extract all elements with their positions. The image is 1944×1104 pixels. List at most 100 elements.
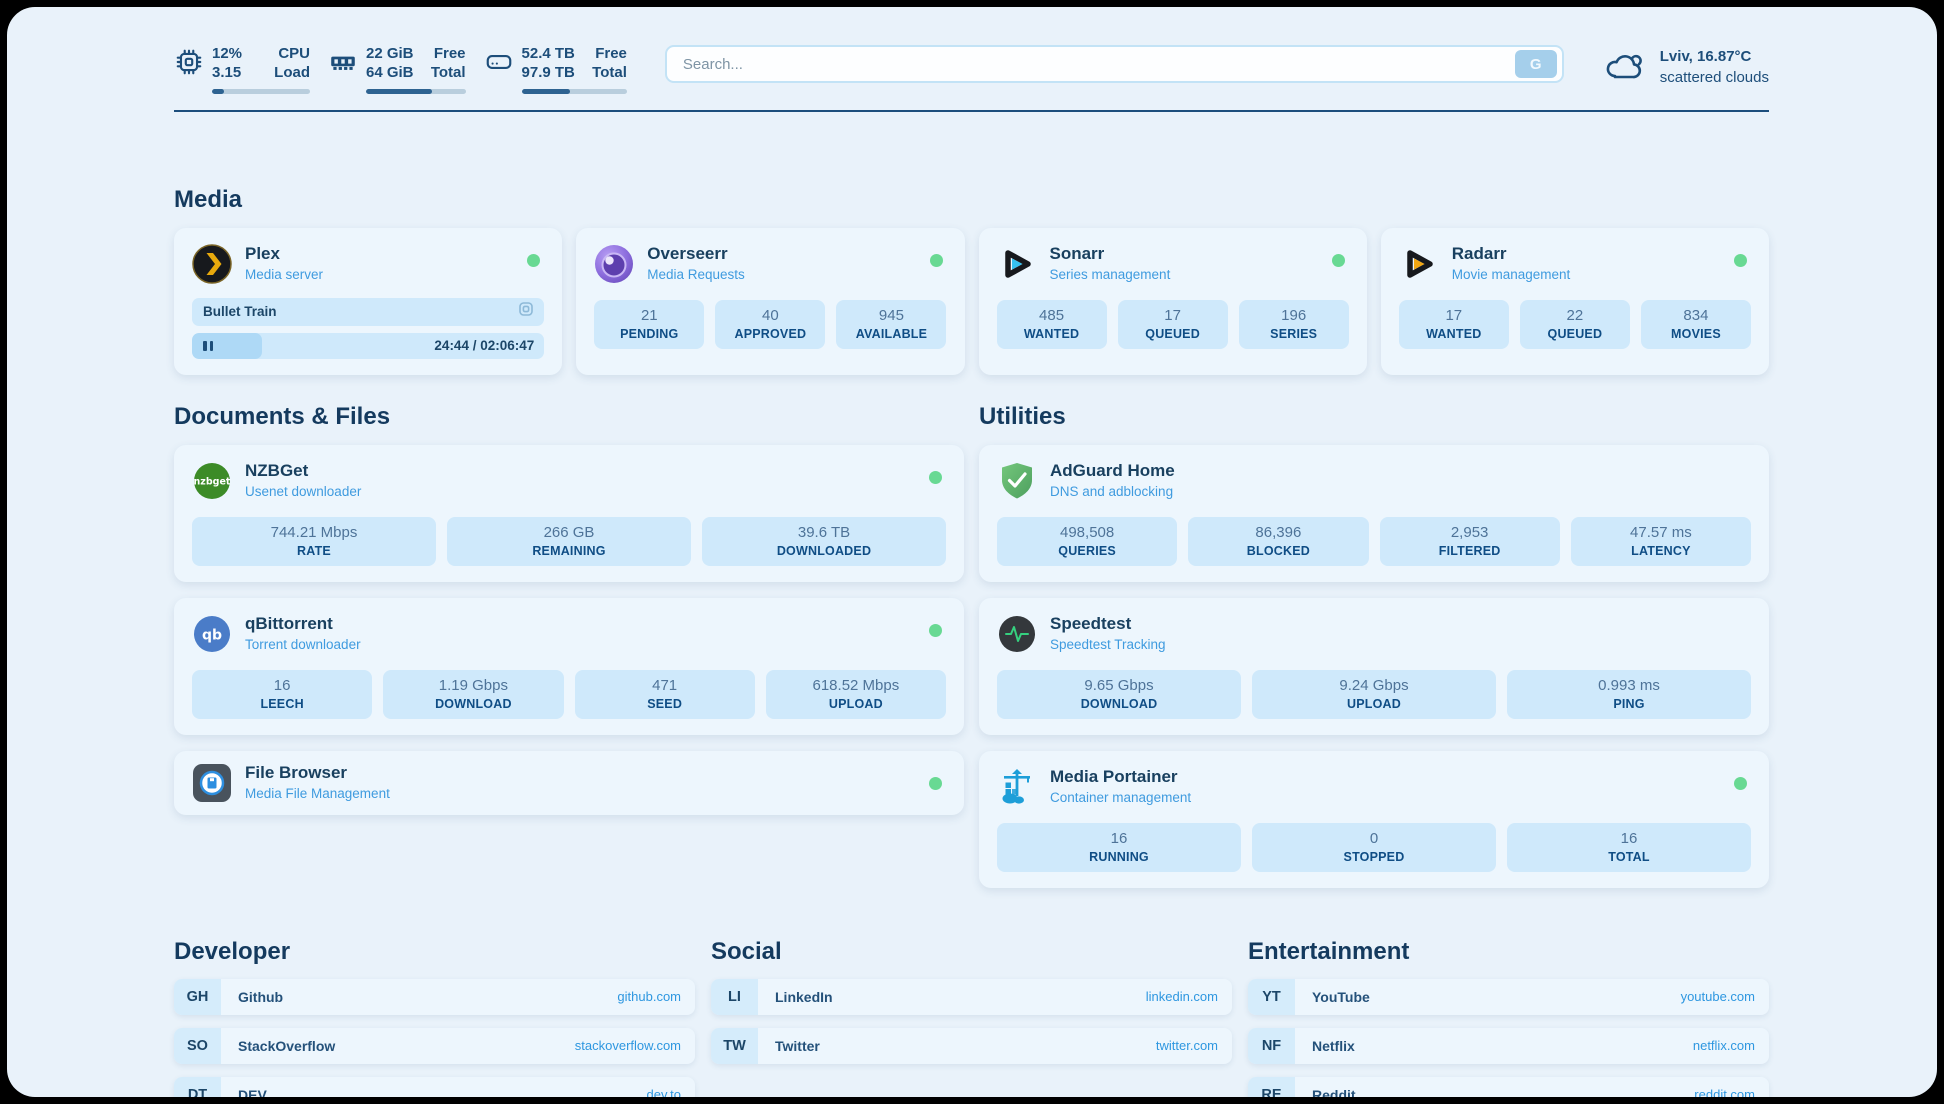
stat-label: APPROVED	[734, 326, 807, 341]
disk-free-label: Free	[595, 45, 627, 62]
link-url: youtube.com	[1680, 989, 1755, 1004]
app-card-adguard[interactable]: AdGuard Home DNS and adblocking 498,508 …	[979, 444, 1769, 582]
weather-location-temp: Lviv, 16.87°C	[1659, 48, 1752, 66]
stat-queued: 17 QUEUED	[1117, 299, 1228, 349]
ram-free-label: Free	[433, 45, 466, 62]
dashboard-panel: 12% 3.15 CPU Load	[7, 7, 1937, 1097]
cpu-icon	[174, 45, 204, 79]
ram-free-value: 22 GiB	[366, 45, 414, 62]
disk-icon	[484, 45, 514, 79]
stat-label: LEECH	[260, 696, 304, 711]
section-title-utilities: Utilities	[979, 402, 1066, 430]
stat-label: QUEUED	[1145, 326, 1200, 341]
stat-approved: 40 APPROVED	[715, 299, 826, 349]
documents-column: nzbget NZBGet Usenet downloader 744.21 M…	[174, 444, 964, 888]
link-url: reddit.com	[1694, 1087, 1755, 1097]
stat-label: BLOCKED	[1246, 543, 1310, 558]
app-subtitle: Usenet downloader	[245, 484, 362, 500]
stat-label: WANTED	[1023, 326, 1080, 341]
utilities-column: AdGuard Home DNS and adblocking 498,508 …	[979, 444, 1769, 888]
stat-label: PING	[1613, 696, 1645, 711]
app-subtitle: Media server	[245, 267, 324, 283]
stat-value: 834	[1683, 306, 1709, 324]
pause-icon[interactable]	[203, 340, 213, 351]
search-input[interactable]	[680, 54, 1515, 74]
search-engine-button[interactable]: G	[1514, 50, 1557, 78]
stat-stopped: 0 STOPPED	[1252, 822, 1496, 872]
disk-metric-body: 52.4 TB 97.9 TB Free Total	[521, 45, 627, 94]
link-name: DEV	[238, 1086, 267, 1098]
stat-downloaded: 39.6 TB DOWNLOADED	[702, 516, 946, 566]
search-bar: G	[664, 45, 1564, 83]
links-column-entertainment: Entertainment YT YouTube youtube.com NF …	[1248, 937, 1769, 1097]
stat-movies: 834 MOVIES	[1640, 299, 1751, 349]
playback-progress-bar: 24:44 / 02:06:47	[192, 332, 545, 359]
stat-label: DOWNLOADED	[776, 543, 872, 558]
app-card-radarr[interactable]: Radarr Movie management 17 WANTED 22 QUE…	[1380, 227, 1769, 375]
stat-value: 17	[1164, 306, 1181, 324]
ram-total-value: 64 GiB	[366, 63, 414, 81]
ram-metric: 22 GiB 64 GiB Free Total	[328, 45, 466, 94]
stat-label: QUERIES	[1058, 543, 1116, 558]
top-bar: 12% 3.15 CPU Load	[7, 7, 1937, 94]
now-playing-icon[interactable]	[517, 300, 535, 323]
stat-label: UPLOAD	[828, 696, 883, 711]
app-card-sonarr[interactable]: Sonarr Series management 485 WANTED 17 Q…	[978, 227, 1367, 375]
stat-label: QUEUED	[1547, 326, 1603, 341]
ram-total-label: Total	[430, 63, 466, 81]
app-card-filebrowser[interactable]: File Browser Media File Management	[174, 750, 964, 815]
app-card-plex[interactable]: Plex Media server Bullet Train 24:44 / 0…	[174, 227, 563, 375]
stat-label: WANTED	[1426, 326, 1482, 341]
link-name: Twitter	[775, 1037, 820, 1054]
disk-total-label: Total	[592, 63, 627, 81]
app-subtitle: Series management	[1049, 267, 1171, 283]
weather-condition: scattered clouds	[1659, 68, 1769, 86]
stat-queries: 498,508 QUERIES	[997, 516, 1178, 566]
disk-progress-bar	[521, 88, 627, 94]
link-name: Github	[238, 988, 284, 1005]
app-card-overseerr[interactable]: Overseerr Media Requests 21 PENDING 40 A…	[576, 227, 965, 375]
cloud-icon	[1602, 45, 1648, 90]
link-badge: YT	[1248, 978, 1295, 1015]
stat-leech: 16 LEECH	[192, 669, 373, 719]
stat-filtered: 2,953 FILTERED	[1379, 516, 1560, 566]
status-dot	[929, 623, 942, 637]
link-row-reddit[interactable]: RE Reddit reddit.com	[1248, 1076, 1769, 1097]
link-row-dev[interactable]: DT DEV dev.to	[174, 1076, 695, 1098]
ram-progress-bar	[366, 88, 466, 94]
stat-label: AVAILABLE	[855, 326, 928, 341]
playback-time: 24:44 / 02:06:47	[434, 337, 535, 353]
cpu-load-label: Load	[274, 63, 310, 81]
stat-wanted: 485 WANTED	[996, 299, 1107, 349]
stat-value: 618.52 Mbps	[812, 676, 900, 694]
link-row-linkedin[interactable]: LI LinkedIn linkedin.com	[711, 978, 1232, 1015]
link-row-twitter[interactable]: TW Twitter twitter.com	[711, 1027, 1232, 1064]
stat-label: UPLOAD	[1347, 696, 1401, 711]
link-row-github[interactable]: GH Github github.com	[174, 978, 695, 1015]
stat-value: 744.21 Mbps	[270, 523, 358, 541]
link-badge: RE	[1248, 1076, 1295, 1097]
stat-value: 471	[652, 676, 678, 694]
link-url: linkedin.com	[1145, 989, 1218, 1004]
app-card-nzbget[interactable]: nzbget NZBGet Usenet downloader 744.21 M…	[174, 444, 964, 582]
status-dot	[929, 776, 942, 790]
stat-label: TOTAL	[1608, 849, 1650, 864]
stat-value: 21	[640, 306, 658, 324]
link-row-youtube[interactable]: YT YouTube youtube.com	[1248, 978, 1769, 1015]
link-row-netflix[interactable]: NF Netflix netflix.com	[1248, 1027, 1769, 1064]
stat-value: 86,396	[1255, 523, 1302, 541]
stat-value: 22	[1566, 306, 1584, 324]
link-row-stackoverflow[interactable]: SO StackOverflow stackoverflow.com	[174, 1027, 695, 1064]
adguard-icon	[997, 461, 1037, 501]
section-title-social: Social	[711, 937, 782, 965]
app-card-portainer[interactable]: Media Portainer Container management 16 …	[979, 750, 1769, 888]
link-url: twitter.com	[1155, 1038, 1218, 1053]
status-dot	[929, 470, 942, 484]
app-card-qbittorrent[interactable]: qb qBittorrent Torrent downloader 16 LEE…	[174, 597, 964, 735]
section-title-entertainment: Entertainment	[1248, 937, 1410, 965]
link-badge: SO	[174, 1027, 221, 1064]
stat-label: SEED	[647, 696, 683, 711]
media-grid: Plex Media server Bullet Train 24:44 / 0…	[174, 227, 1769, 375]
stat-value: 40	[762, 306, 779, 324]
app-card-speedtest[interactable]: Speedtest Speedtest Tracking 9.65 Gbps D…	[979, 597, 1769, 735]
